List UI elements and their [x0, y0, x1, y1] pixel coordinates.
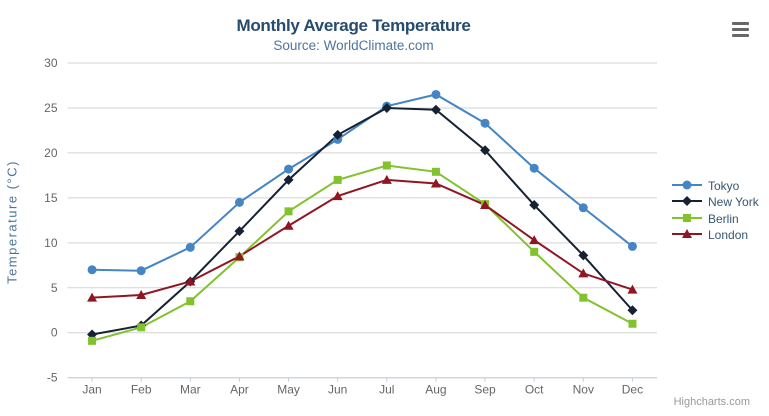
svg-text:Sep: Sep	[474, 383, 496, 397]
svg-text:Oct: Oct	[525, 383, 544, 397]
svg-text:Mar: Mar	[180, 383, 201, 397]
svg-text:Jun: Jun	[328, 383, 347, 397]
svg-text:0: 0	[51, 326, 58, 340]
svg-text:30: 30	[44, 56, 58, 70]
svg-text:Apr: Apr	[230, 383, 249, 397]
svg-text:May: May	[277, 383, 300, 397]
svg-text:5: 5	[51, 281, 58, 295]
svg-text:-5: -5	[47, 371, 58, 385]
svg-text:20: 20	[44, 146, 58, 160]
svg-text:Nov: Nov	[573, 383, 594, 397]
svg-text:Aug: Aug	[425, 383, 446, 397]
svg-text:Dec: Dec	[622, 383, 643, 397]
svg-text:Jan: Jan	[82, 383, 101, 397]
svg-text:10: 10	[44, 236, 58, 250]
svg-text:15: 15	[44, 191, 58, 205]
svg-text:25: 25	[44, 101, 58, 115]
svg-text:Jul: Jul	[379, 383, 394, 397]
svg-text:Feb: Feb	[131, 383, 152, 397]
